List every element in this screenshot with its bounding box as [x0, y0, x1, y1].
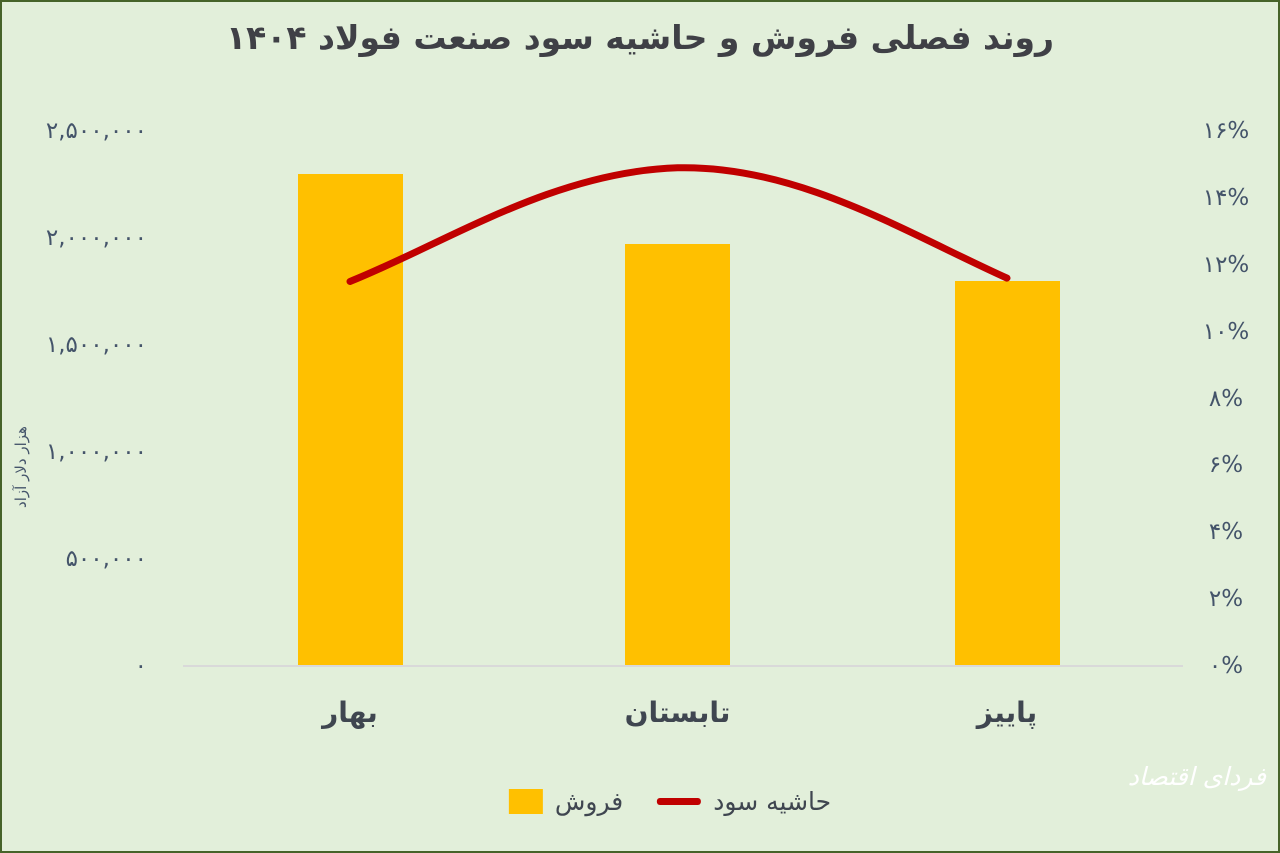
- category-label-1: تابستان: [624, 696, 731, 729]
- right-axis-tick: ۱۶%: [1202, 118, 1250, 144]
- margin-legend-line-icon: [657, 798, 702, 805]
- sales-bar-2: [954, 280, 1060, 666]
- chart-title: روند فصلی فروش و حاشیه سود صنعت فولاد ۱۴…: [225, 18, 1055, 57]
- right-axis-tick: ۴%: [1208, 519, 1244, 546]
- sales-legend-swatch-icon: [508, 789, 543, 814]
- x-axis-line: [183, 665, 1183, 667]
- sales-bar-0: [297, 173, 403, 666]
- right-axis-tick: ۶%: [1208, 452, 1244, 479]
- left-axis-tick: ۲,۰۰۰,۰۰۰: [45, 225, 147, 251]
- left-axis-tick: ۱,۵۰۰,۰۰۰: [45, 332, 147, 358]
- left-axis-tick: ۲,۵۰۰,۰۰۰: [45, 118, 147, 144]
- left-axis-tick: ۵۰۰,۰۰۰: [65, 546, 147, 572]
- right-axis-tick: ۱۴%: [1202, 184, 1250, 211]
- category-label-0: بهار: [322, 696, 378, 729]
- sales-legend-label: فروش: [554, 787, 624, 816]
- left-axis-tick: ۱,۰۰۰,۰۰۰: [45, 439, 147, 465]
- right-axis-tick: ۱۰%: [1202, 318, 1250, 345]
- right-axis-tick: ۰%: [1208, 653, 1244, 679]
- margin-legend-label: حاشیه سود: [713, 787, 832, 816]
- category-label-2: پاییز: [976, 696, 1038, 729]
- watermark: فردای اقتصاد: [1127, 762, 1266, 791]
- legend: فروش حاشیه سود: [508, 787, 832, 816]
- sales-bar-1: [625, 244, 730, 666]
- left-axis-tick: ۰: [134, 653, 147, 679]
- right-axis-tick: ۱۲%: [1202, 251, 1250, 278]
- right-axis-tick: ۲%: [1208, 586, 1244, 613]
- right-axis-tick: ۸%: [1208, 385, 1244, 412]
